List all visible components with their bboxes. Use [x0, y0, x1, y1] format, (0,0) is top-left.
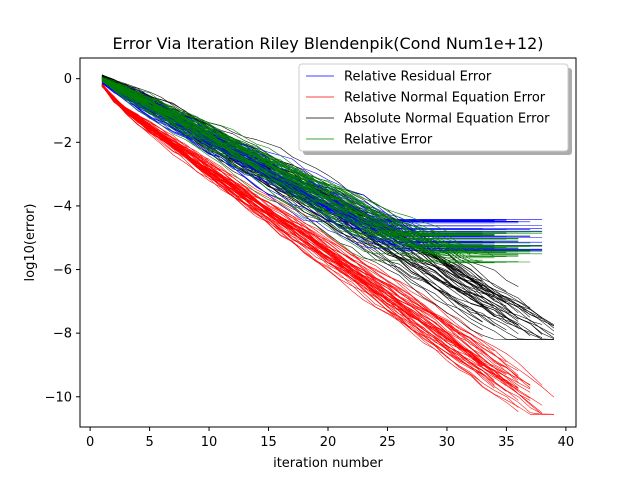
series-run-line [101, 81, 531, 253]
y-tick-label: −6 [53, 263, 72, 278]
series-run-line [101, 86, 519, 372]
y-tick-label: 0 [64, 72, 72, 87]
x-tick-label: 5 [145, 435, 153, 450]
series-run-line [101, 79, 507, 233]
series-run-line [101, 84, 531, 390]
x-axis-title: iteration number [273, 456, 383, 471]
series-run-line [101, 77, 495, 236]
series-run-line [101, 81, 519, 257]
legend-label: Absolute Normal Equation Error [344, 112, 550, 127]
series-run-line [101, 81, 531, 247]
legend-box [298, 63, 569, 152]
legend-label: Relative Normal Equation Error [344, 91, 546, 106]
series-run-line [101, 85, 507, 382]
series-run-line [101, 79, 507, 253]
chart-title: Error Via Iteration Riley Blendenpik(Con… [112, 34, 543, 53]
legend-label: Relative Residual Error [344, 70, 492, 85]
plot-area [101, 74, 555, 415]
x-tick-label: 20 [320, 435, 337, 450]
series-run-line [101, 83, 483, 376]
y-axis-title: log10(error) [23, 204, 38, 282]
legend: Relative Residual Error Relative Normal E… [298, 63, 572, 155]
series-run-line [101, 79, 483, 233]
y-tick-label: −4 [53, 199, 72, 214]
x-tick-label: 35 [498, 435, 515, 450]
series-run-line [101, 85, 483, 367]
x-tick-label: 40 [558, 435, 575, 450]
series-run-line [101, 77, 495, 235]
series-run-line [101, 85, 555, 398]
series-run-line [101, 78, 531, 250]
series-run-line [101, 79, 519, 249]
y-axis: 0 −2 −4 −6 −8 −10 [45, 72, 80, 405]
series-run-line [101, 83, 531, 386]
x-tick-label: 30 [439, 435, 456, 450]
series-run-line [101, 83, 483, 366]
series-run-line [101, 77, 507, 246]
series-run-line [101, 80, 531, 237]
series-run-line [101, 83, 531, 401]
y-tick-label: −2 [53, 136, 72, 151]
series-run-line [101, 83, 519, 222]
series-run-line [101, 80, 519, 241]
series-run-line [101, 85, 495, 381]
series-relative-error [101, 76, 543, 264]
series-run-line [101, 84, 495, 351]
series-run-line [101, 77, 507, 248]
legend-label: Relative Error [344, 133, 433, 148]
x-tick-label: 0 [86, 435, 94, 450]
y-tick-label: −10 [45, 390, 72, 405]
series-relative-normal-equation-error [101, 83, 555, 415]
y-tick-label: −8 [53, 327, 72, 342]
series-run-line [101, 77, 519, 262]
x-axis: 0 5 10 15 20 25 30 35 40 [86, 427, 574, 450]
series-run-line [101, 84, 519, 383]
x-tick-label: 10 [201, 435, 218, 450]
x-tick-label: 15 [260, 435, 277, 450]
series-run-line [101, 77, 519, 234]
series-lines [101, 74, 555, 415]
series-run-line [101, 85, 519, 389]
series-run-line [101, 83, 555, 415]
series-run-line [101, 79, 519, 239]
x-tick-label: 25 [379, 435, 396, 450]
